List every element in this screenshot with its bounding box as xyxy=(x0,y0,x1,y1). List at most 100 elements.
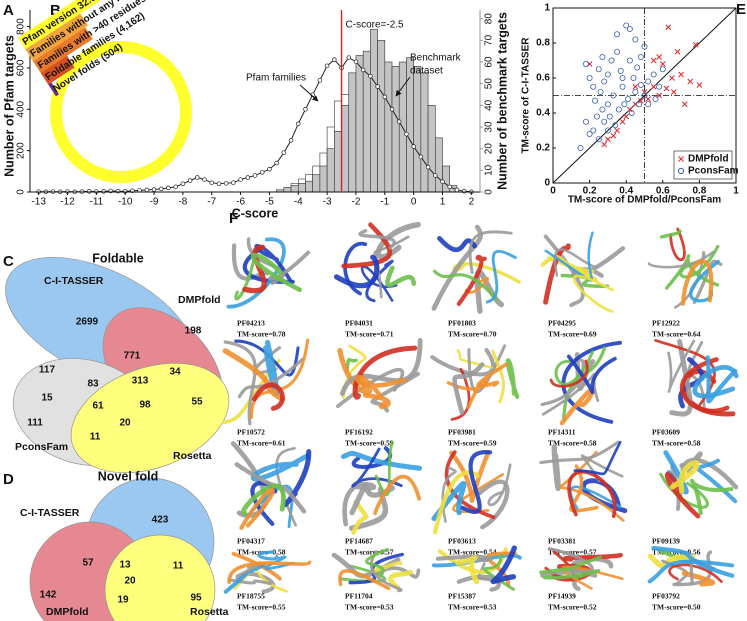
y-tick-label: 0 xyxy=(16,189,27,195)
scatter-point xyxy=(604,101,611,108)
line-marker xyxy=(425,164,431,170)
tm-score: TM-score=0.53 xyxy=(448,603,497,612)
line-marker xyxy=(303,107,308,112)
tm-score: TM-score=0.70 xyxy=(448,330,497,339)
family-id: PF03613 xyxy=(448,537,476,546)
venn-count: 83 xyxy=(87,379,99,390)
line-marker xyxy=(115,188,121,194)
line-marker xyxy=(433,173,438,178)
tm-score: TM-score=0.53 xyxy=(345,603,394,612)
scatter-point xyxy=(659,61,666,67)
structure-ribbon xyxy=(227,560,312,584)
y-axis-title: Number of Pfam targets xyxy=(2,35,16,177)
histogram-bar xyxy=(413,66,422,193)
structure-ribbon xyxy=(227,578,272,586)
structure-image xyxy=(431,450,512,535)
scatter-point xyxy=(652,96,659,103)
line-marker xyxy=(252,173,258,178)
structure-ribbon xyxy=(679,357,730,414)
structure-ribbon xyxy=(240,483,286,516)
band xyxy=(25,13,88,62)
scatter-point xyxy=(612,122,619,129)
scatter-point xyxy=(681,101,688,108)
y2-tick-label: 60 xyxy=(484,56,495,68)
line-marker xyxy=(404,131,409,137)
histogram-bar xyxy=(334,131,342,193)
x-axis-title: C-score xyxy=(232,206,279,220)
histogram-bar xyxy=(434,137,443,193)
structure-ribbon xyxy=(692,364,739,399)
line-marker xyxy=(202,177,207,182)
y-tick-label: 200 xyxy=(16,142,27,159)
tm-score: TM-score=0.78 xyxy=(237,330,286,339)
scatter-point xyxy=(663,85,670,92)
family-id: PF16192 xyxy=(345,428,373,437)
structure-ribbon xyxy=(338,569,391,591)
scatter-point xyxy=(582,61,589,68)
structure-ribbon xyxy=(242,244,267,294)
structure-image xyxy=(333,221,421,303)
scatter-point xyxy=(604,127,611,134)
line-marker xyxy=(223,181,229,186)
structure-ribbon xyxy=(249,338,310,420)
structure-image xyxy=(659,450,739,519)
line-marker xyxy=(411,144,416,149)
venn-count: 142 xyxy=(40,590,57,601)
structure-ribbon xyxy=(456,254,487,306)
family-id: PF10572 xyxy=(237,428,265,437)
venn-count: 20 xyxy=(119,418,131,429)
structure-ribbon xyxy=(385,265,417,288)
structure-ribbon xyxy=(651,545,735,578)
scatter-point xyxy=(614,127,620,134)
venn-set-label: DMPfold xyxy=(178,294,221,306)
family-id: PF03792 xyxy=(652,592,680,601)
family-id: PF18755 xyxy=(237,592,265,601)
scatter-point xyxy=(599,54,606,61)
x-tick-label: -13 xyxy=(31,197,46,208)
structure-ribbon xyxy=(250,453,310,482)
structure-ribbon xyxy=(542,568,601,580)
structure-ribbon xyxy=(250,252,302,293)
line-marker xyxy=(159,186,164,192)
x-tick-label: -12 xyxy=(60,197,75,208)
family-id: PF04295 xyxy=(548,319,576,328)
y2-tick-label: 20 xyxy=(484,143,495,155)
scatter-point xyxy=(632,89,639,96)
structure-ribbon xyxy=(340,338,423,396)
annotation-arrow xyxy=(299,84,319,102)
structure-ribbon xyxy=(491,349,505,404)
line-marker xyxy=(144,187,150,193)
scatter-point xyxy=(634,64,641,71)
venn-count: 423 xyxy=(152,515,169,526)
tm-score: TM-score=0.64 xyxy=(652,330,701,339)
venn-set-label: C-I-TASSER xyxy=(20,507,80,519)
structure-image xyxy=(223,550,312,594)
structure-ribbon xyxy=(231,551,282,581)
venn-count: 2699 xyxy=(76,317,99,328)
histogram-bar xyxy=(297,183,306,193)
structure-image xyxy=(539,440,628,522)
structure-ribbon xyxy=(432,470,480,535)
family-id: PF11704 xyxy=(345,592,373,601)
y2-tick-label: 80 xyxy=(484,13,495,25)
structure-ribbon xyxy=(476,362,508,389)
inset-background xyxy=(50,41,192,183)
structure-ribbon xyxy=(680,259,714,306)
structure-ribbon xyxy=(659,229,682,239)
band xyxy=(48,82,60,97)
structure-ribbon xyxy=(358,229,396,250)
scatter-point xyxy=(605,136,611,143)
structure-ribbon xyxy=(505,358,520,399)
y-tick-label: 800 xyxy=(16,18,27,35)
line-marker xyxy=(216,181,222,186)
line-marker xyxy=(195,175,200,180)
histogram-bar xyxy=(283,187,292,193)
histogram-bar xyxy=(420,72,429,193)
band xyxy=(17,0,139,50)
scatter-point xyxy=(656,54,662,60)
line-marker xyxy=(461,188,467,194)
family-id: PF03381 xyxy=(548,537,576,546)
scatter-point xyxy=(687,78,694,85)
x-tick-label: 0 xyxy=(550,186,556,197)
band xyxy=(33,27,93,73)
